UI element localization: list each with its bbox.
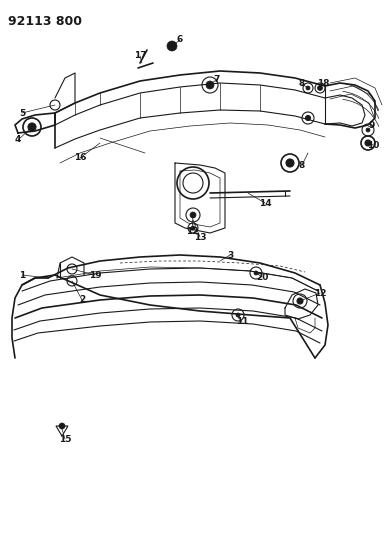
- Text: 5: 5: [19, 109, 25, 117]
- Text: 9: 9: [369, 122, 375, 131]
- Text: 92113 800: 92113 800: [8, 15, 82, 28]
- Text: 4: 4: [15, 135, 21, 144]
- Circle shape: [236, 313, 240, 317]
- Circle shape: [191, 226, 195, 230]
- Text: 10: 10: [367, 141, 379, 149]
- Circle shape: [28, 123, 36, 131]
- Text: 20: 20: [256, 272, 268, 281]
- Text: 2: 2: [79, 295, 85, 304]
- Text: 3: 3: [227, 251, 233, 260]
- Circle shape: [366, 128, 370, 132]
- Circle shape: [305, 116, 310, 120]
- Text: 13: 13: [194, 232, 206, 241]
- Text: 6: 6: [177, 36, 183, 44]
- Text: 7: 7: [214, 75, 220, 84]
- Text: 16: 16: [74, 154, 86, 163]
- Circle shape: [206, 81, 214, 89]
- Text: 1: 1: [19, 271, 25, 279]
- Text: 11: 11: [236, 318, 248, 327]
- Text: 8: 8: [299, 160, 305, 169]
- Circle shape: [254, 271, 258, 275]
- Text: 19: 19: [89, 271, 101, 279]
- Circle shape: [365, 140, 371, 146]
- Text: 17: 17: [134, 52, 146, 61]
- Text: 18: 18: [317, 78, 329, 87]
- Circle shape: [306, 86, 310, 90]
- Circle shape: [167, 41, 177, 51]
- Text: 15: 15: [59, 434, 71, 443]
- Circle shape: [318, 85, 322, 91]
- Text: 12: 12: [186, 227, 198, 236]
- Text: 8: 8: [299, 79, 305, 88]
- Circle shape: [286, 159, 294, 167]
- Text: 14: 14: [259, 198, 271, 207]
- Text: 12: 12: [314, 288, 326, 297]
- Circle shape: [59, 423, 65, 429]
- Circle shape: [297, 298, 303, 304]
- Circle shape: [190, 212, 196, 218]
